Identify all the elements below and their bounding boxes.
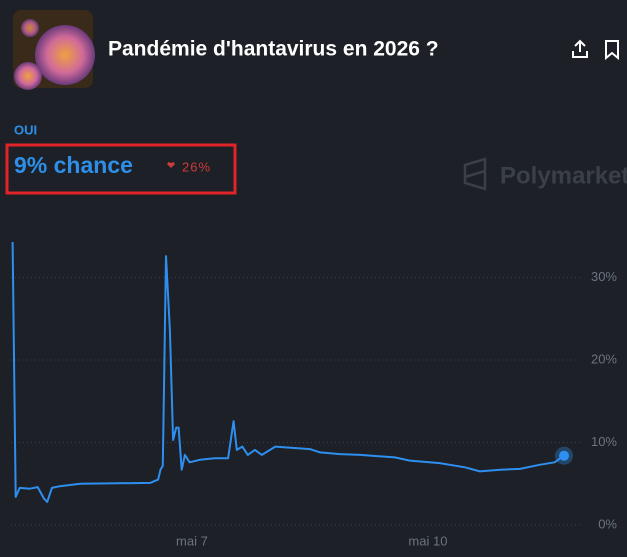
price-line	[11, 241, 565, 503]
change-label: 26%	[182, 159, 211, 174]
outcome-label: OUI	[14, 122, 37, 137]
watermark-logo	[463, 157, 487, 191]
endpoint	[559, 450, 570, 461]
x-tick-label: mai 10	[408, 533, 447, 548]
highlight-box	[5, 143, 237, 195]
y-tick-label: 10%	[591, 434, 617, 449]
bookmark-button[interactable]	[605, 40, 619, 61]
market-icon	[13, 10, 95, 90]
market-title: Pandémie d'hantavirus en 2026 ?	[108, 38, 439, 61]
x-tick-label: mai 7	[176, 533, 208, 548]
chart: 0% 10% 20% 30% mai 7 mai 10	[11, 241, 617, 548]
change-icon	[167, 162, 175, 168]
y-tick-label: 20%	[591, 351, 617, 366]
chance-label: 9% chance	[14, 152, 133, 178]
share-button[interactable]	[572, 39, 588, 58]
watermark: Polymarket	[500, 162, 627, 189]
y-tick-label: 0%	[598, 516, 617, 531]
y-tick-label: 30%	[591, 269, 617, 284]
